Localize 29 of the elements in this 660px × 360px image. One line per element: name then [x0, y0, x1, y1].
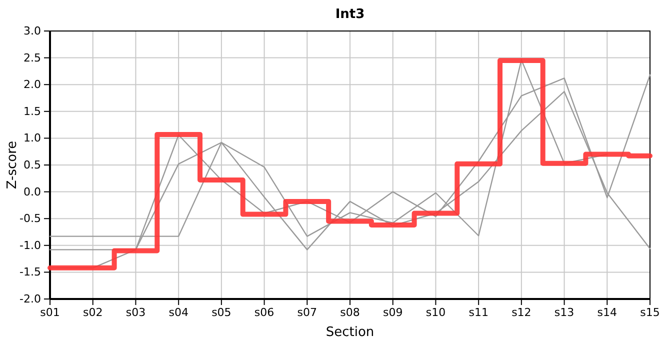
- y-tick-label: -0.5: [20, 212, 41, 226]
- x-tick-label: s02: [82, 306, 103, 319]
- x-tick-label: s11: [468, 306, 488, 319]
- x-tick-label: s03: [126, 306, 146, 319]
- y-tick-label: 0.0: [24, 185, 41, 198]
- x-tick-label: s15: [640, 306, 660, 319]
- y-tick-label: 2.0: [24, 78, 41, 92]
- x-axis-title: Section: [326, 325, 374, 340]
- x-tick-label: s05: [212, 306, 232, 319]
- y-tick-label: 1.0: [24, 132, 41, 145]
- x-tick-label: s14: [597, 306, 618, 319]
- chart-title: Int3: [335, 7, 365, 22]
- x-tick-label: s06: [254, 306, 274, 319]
- x-tick-label: s01: [40, 306, 60, 319]
- x-tick-label: s13: [554, 306, 574, 319]
- x-tick-label: s07: [297, 306, 318, 319]
- y-tick-label: 0.5: [24, 158, 41, 172]
- x-tick-label: s12: [512, 306, 532, 319]
- y-axis-title: Z-score: [5, 140, 20, 190]
- y-tick-label: 3.0: [24, 24, 41, 38]
- x-tick-label: s08: [340, 306, 360, 319]
- y-tick-label: 1.5: [24, 104, 41, 118]
- x-tick-label: s04: [168, 306, 188, 319]
- x-tick-label: s09: [382, 306, 403, 319]
- x-tick-label: s10: [426, 306, 446, 319]
- y-tick-label: -1.0: [20, 238, 41, 252]
- y-tick-label: 2.5: [24, 51, 41, 64]
- y-tick-label: -2.0: [20, 292, 41, 306]
- y-tick-label: -1.5: [20, 266, 41, 279]
